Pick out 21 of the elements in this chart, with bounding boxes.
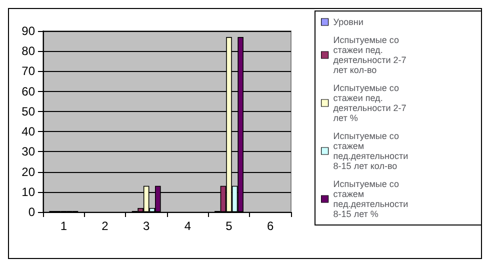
x-tick-label: 3	[142, 219, 150, 233]
legend-label: Испытуемые со стажем пед.деятельности 8-15 лет кол-во	[333, 131, 411, 171]
y-tick-label: 0	[28, 205, 36, 219]
legend-label: Испытуемые со стажеи пед. деятельности 2-7 лет кол-во	[333, 35, 409, 75]
y-tick-label: 10	[22, 184, 36, 199]
y-tick-label: 20	[22, 164, 36, 179]
y-tick-label: 30	[22, 144, 36, 159]
x-tick-label: 1	[60, 219, 68, 233]
y-tick-label: 70	[22, 64, 36, 78]
x-tick-label: 6	[266, 219, 274, 233]
y-tick-label: 50	[22, 104, 36, 118]
legend-label: Уровни	[333, 17, 364, 27]
x-tick-label: 2	[102, 219, 109, 233]
y-tick-label: 80	[22, 44, 36, 58]
y-tick-label: 60	[22, 84, 36, 98]
y-tick-label: 40	[22, 124, 36, 139]
legend-label: Испытуемые со стажем пед.деятельности 8-15 лет %	[333, 179, 411, 219]
x-tick-label: 4	[184, 219, 192, 233]
x-tick-label: 5	[226, 219, 233, 233]
y-tick-label: 90	[22, 24, 36, 38]
legend-label: Испытуемые со стажеи пед. деятельности 2-7 лет %	[333, 83, 409, 123]
